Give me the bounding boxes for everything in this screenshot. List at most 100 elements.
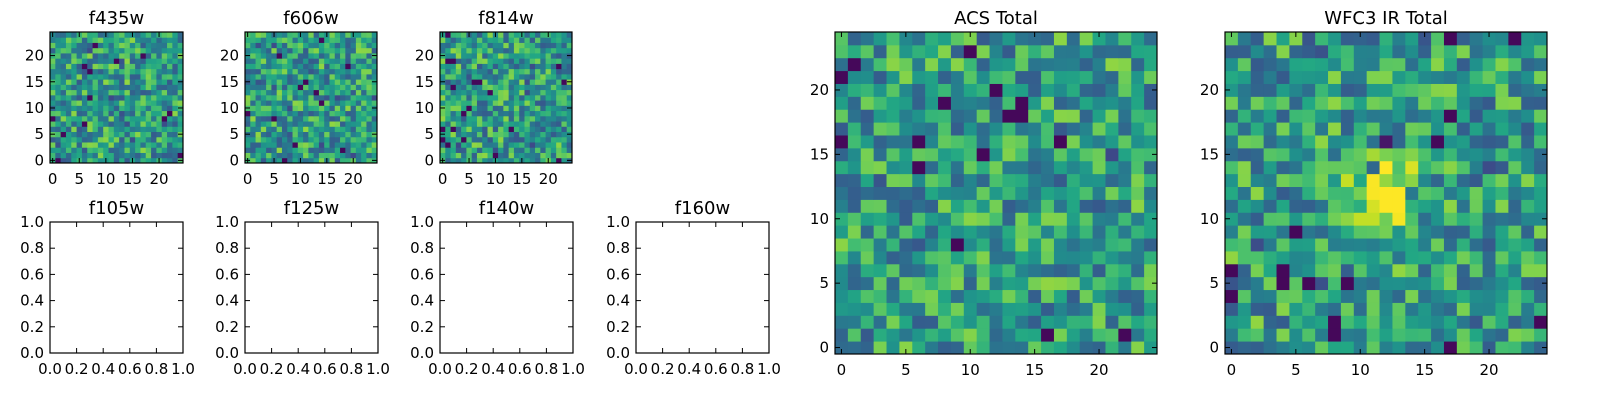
heatmap-cell bbox=[129, 68, 136, 75]
heatmap-cell bbox=[925, 238, 939, 252]
heatmap-cell bbox=[329, 37, 336, 43]
heatmap-cell bbox=[1263, 186, 1277, 200]
heatmap-cell bbox=[950, 173, 965, 188]
heatmap-cell bbox=[281, 110, 288, 117]
heatmap-cell bbox=[161, 152, 168, 159]
heatmap-cell bbox=[925, 96, 939, 110]
heatmap-cell bbox=[1002, 32, 1016, 46]
heatmap-cell bbox=[340, 63, 346, 70]
heatmap-cell bbox=[450, 126, 457, 133]
heatmap-cell bbox=[1508, 238, 1522, 252]
heatmap-cell bbox=[140, 89, 147, 96]
heatmap-cell bbox=[1066, 173, 1081, 188]
heatmap-cell bbox=[324, 89, 330, 96]
heatmap-cell bbox=[297, 79, 304, 85]
heatmap-cell bbox=[1495, 328, 1509, 342]
heatmap-cell bbox=[1379, 147, 1393, 162]
heatmap-cell bbox=[1482, 147, 1496, 162]
heatmap-cell bbox=[1392, 225, 1406, 239]
heatmap-cell bbox=[1379, 328, 1393, 342]
heatmap-cell bbox=[476, 32, 483, 38]
heatmap-cell bbox=[97, 52, 104, 59]
heatmap-cell bbox=[1379, 302, 1393, 316]
heatmap-cell bbox=[81, 52, 88, 59]
heatmap-cell bbox=[1250, 83, 1265, 97]
heatmap-cell bbox=[503, 136, 510, 143]
heatmap-cell bbox=[1118, 122, 1132, 136]
heatmap-cell bbox=[161, 131, 168, 138]
heatmap-cell bbox=[65, 131, 72, 138]
heatmap-cell bbox=[498, 42, 504, 49]
heatmap-cell bbox=[1328, 315, 1342, 329]
heatmap-cell bbox=[156, 142, 163, 148]
heatmap-cell bbox=[292, 152, 299, 159]
heatmap-cell bbox=[545, 89, 552, 96]
heatmap-cell bbox=[172, 105, 179, 112]
heatmap-cell bbox=[1225, 276, 1239, 291]
heatmap-cell bbox=[1534, 263, 1548, 278]
heatmap-cell bbox=[266, 121, 272, 127]
heatmap-cell bbox=[255, 115, 262, 122]
heatmap-cell bbox=[271, 73, 278, 80]
heatmap-cell bbox=[1118, 238, 1132, 252]
heatmap-cell bbox=[103, 94, 109, 101]
heatmap-cell bbox=[513, 73, 520, 80]
heatmap-cell bbox=[1144, 160, 1158, 175]
heatmap-cell bbox=[529, 110, 536, 117]
heatmap-cell bbox=[97, 110, 104, 117]
heatmap-cell bbox=[1366, 238, 1381, 252]
heatmap-cell bbox=[1315, 341, 1329, 355]
heatmap-cell bbox=[334, 121, 341, 127]
heatmap-cell bbox=[1443, 186, 1458, 200]
heatmap-cell bbox=[161, 37, 168, 43]
heatmap-cell bbox=[119, 37, 125, 43]
heatmap-cell bbox=[445, 37, 452, 43]
heatmap-cell bbox=[167, 142, 173, 148]
heatmap-cell bbox=[524, 94, 531, 101]
heatmap-cell bbox=[1456, 212, 1471, 226]
heatmap-cell bbox=[140, 100, 147, 106]
heatmap-cell bbox=[313, 42, 320, 49]
heatmap-cell bbox=[151, 63, 157, 70]
x-tick-label: 0.2 bbox=[65, 360, 89, 378]
heatmap-cell bbox=[556, 157, 562, 164]
heatmap-cell bbox=[329, 110, 336, 117]
heatmap-cell bbox=[938, 276, 952, 291]
heatmap-cell bbox=[950, 315, 965, 329]
heatmap-cell bbox=[1495, 238, 1509, 252]
heatmap-cell bbox=[1289, 44, 1303, 59]
heatmap-cell bbox=[345, 52, 352, 59]
heatmap-cell bbox=[524, 121, 531, 127]
y-tick-label: 0.8 bbox=[215, 239, 239, 257]
heatmap-cell bbox=[287, 136, 293, 143]
heatmap-cell bbox=[1482, 57, 1496, 72]
heatmap-cell bbox=[145, 94, 152, 101]
heatmap-cell bbox=[350, 79, 357, 85]
heatmap-cell bbox=[912, 70, 926, 84]
heatmap-cell bbox=[519, 84, 525, 91]
heatmap-cell bbox=[482, 47, 488, 54]
heatmap-cell bbox=[1092, 238, 1106, 252]
heatmap-cell bbox=[92, 63, 99, 70]
heatmap-cell bbox=[366, 152, 373, 159]
heatmap-cell bbox=[292, 105, 299, 112]
heatmap-cell bbox=[535, 52, 541, 59]
heatmap-cell bbox=[167, 115, 173, 122]
heatmap-cell bbox=[172, 84, 179, 91]
heatmap-cell bbox=[177, 147, 184, 153]
heatmap-cell bbox=[976, 302, 991, 316]
heatmap-cell bbox=[1495, 173, 1509, 188]
heatmap-cell bbox=[60, 89, 67, 96]
heatmap-cell bbox=[1118, 341, 1132, 355]
heatmap-cell bbox=[1092, 122, 1106, 136]
heatmap-cell bbox=[1002, 263, 1016, 278]
heatmap-cell bbox=[886, 302, 900, 316]
heatmap-cell bbox=[276, 73, 283, 80]
heatmap-cell bbox=[1482, 109, 1496, 123]
heatmap-cell bbox=[561, 73, 568, 80]
heatmap-cell bbox=[124, 84, 131, 91]
heatmap-cell bbox=[76, 152, 83, 159]
heatmap-cell bbox=[1418, 212, 1432, 226]
heatmap-cell bbox=[476, 100, 483, 106]
heatmap-cell bbox=[561, 121, 568, 127]
